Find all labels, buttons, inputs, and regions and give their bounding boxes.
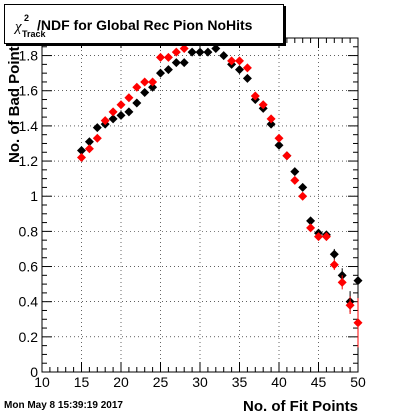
data-point — [116, 110, 126, 120]
data-point — [298, 191, 308, 201]
y-tick-label: 1.8 — [19, 48, 39, 64]
data-point — [92, 133, 102, 143]
data-point — [195, 47, 205, 57]
y-tick-label: 0.8 — [19, 223, 39, 239]
x-tick-label: 50 — [350, 374, 366, 390]
data-point — [353, 276, 363, 286]
x-tick-label: 40 — [271, 374, 287, 390]
data-point — [84, 137, 94, 147]
data-point — [132, 82, 142, 92]
data-point — [211, 44, 221, 54]
y-tick-label: 1 — [30, 188, 38, 204]
data-point — [171, 58, 181, 68]
data-point — [108, 107, 118, 117]
x-tick-label: 25 — [153, 374, 169, 390]
data-point — [100, 116, 110, 126]
y-tick-label: 0.2 — [19, 329, 39, 345]
y-tick-label: 0 — [30, 364, 38, 380]
data-point — [266, 114, 276, 124]
data-point — [274, 133, 284, 143]
chart-title: /NDF for Global Rec Pion NoHits — [37, 17, 253, 33]
data-point — [92, 123, 102, 133]
data-point — [227, 56, 237, 66]
chi-subscript: Track — [22, 29, 46, 39]
data-point — [250, 91, 260, 101]
data-point — [274, 140, 284, 150]
data-point — [171, 47, 181, 57]
x-tick-label: 10 — [34, 374, 50, 390]
x-tick-label: 45 — [311, 374, 327, 390]
y-tick-label: 1.4 — [19, 118, 39, 134]
data-point — [329, 249, 339, 259]
data-point — [242, 63, 252, 73]
x-tick-label: 35 — [232, 374, 248, 390]
data-point — [290, 167, 300, 177]
plot-frame — [41, 37, 359, 373]
data-point — [163, 65, 173, 75]
data-point — [116, 100, 126, 110]
data-point — [77, 146, 86, 156]
data-point — [235, 56, 244, 66]
timestamp: Mon May 8 15:39:19 2017 — [4, 400, 123, 411]
x-axis-label: No. of Fit Points — [243, 398, 358, 414]
y-tick-label: 1.6 — [19, 83, 39, 99]
data-point — [321, 232, 331, 242]
chart-title-box: χ 2 Track /NDF for Global Rec Pion NoHit… — [4, 4, 284, 44]
data-point — [345, 300, 355, 310]
chi-superscript: 2 — [24, 13, 30, 23]
data-point — [77, 153, 86, 163]
data-point — [298, 182, 308, 192]
data-point — [235, 65, 244, 75]
data-points — [77, 33, 363, 348]
x-tick-label: 15 — [74, 374, 90, 390]
data-point — [132, 98, 142, 108]
data-point — [242, 73, 252, 83]
data-point — [266, 119, 276, 129]
chi-symbol: χ — [15, 19, 22, 35]
data-point — [140, 77, 150, 87]
y-axis-label: No. of Bad Points — [6, 38, 23, 163]
data-point — [187, 47, 197, 57]
axis-ticks — [41, 38, 359, 373]
data-point — [163, 52, 173, 62]
data-point — [203, 47, 213, 57]
y-tick-label: 0.4 — [19, 294, 39, 310]
data-point — [84, 144, 94, 154]
data-point — [306, 223, 316, 233]
data-point — [282, 151, 292, 161]
x-tick-labels: 10 15 20 25 30 35 40 45 50 — [34, 374, 366, 390]
data-point — [314, 232, 323, 242]
x-tick-label: 30 — [192, 374, 208, 390]
data-point — [258, 100, 268, 110]
data-point — [337, 277, 347, 287]
y-tick-label: 0.6 — [19, 259, 39, 275]
data-point — [329, 260, 339, 270]
data-point — [124, 107, 134, 117]
data-point — [179, 58, 189, 68]
data-point — [124, 93, 134, 103]
y-tick-labels: 0 0.2 0.4 0.6 0.8 1 1.2 1.4 1.6 1.8 — [19, 48, 39, 380]
grid-lines — [41, 38, 359, 373]
data-point — [148, 77, 158, 87]
data-point — [290, 175, 300, 185]
data-point — [179, 44, 189, 54]
data-point — [140, 87, 150, 97]
data-point — [219, 51, 229, 61]
data-point — [108, 114, 118, 124]
data-point — [156, 68, 165, 78]
y-tick-label: 1.2 — [19, 153, 39, 169]
data-point — [306, 216, 316, 226]
data-point — [156, 52, 165, 62]
data-point — [148, 82, 158, 92]
data-point — [353, 318, 363, 328]
x-tick-label: 20 — [113, 374, 129, 390]
